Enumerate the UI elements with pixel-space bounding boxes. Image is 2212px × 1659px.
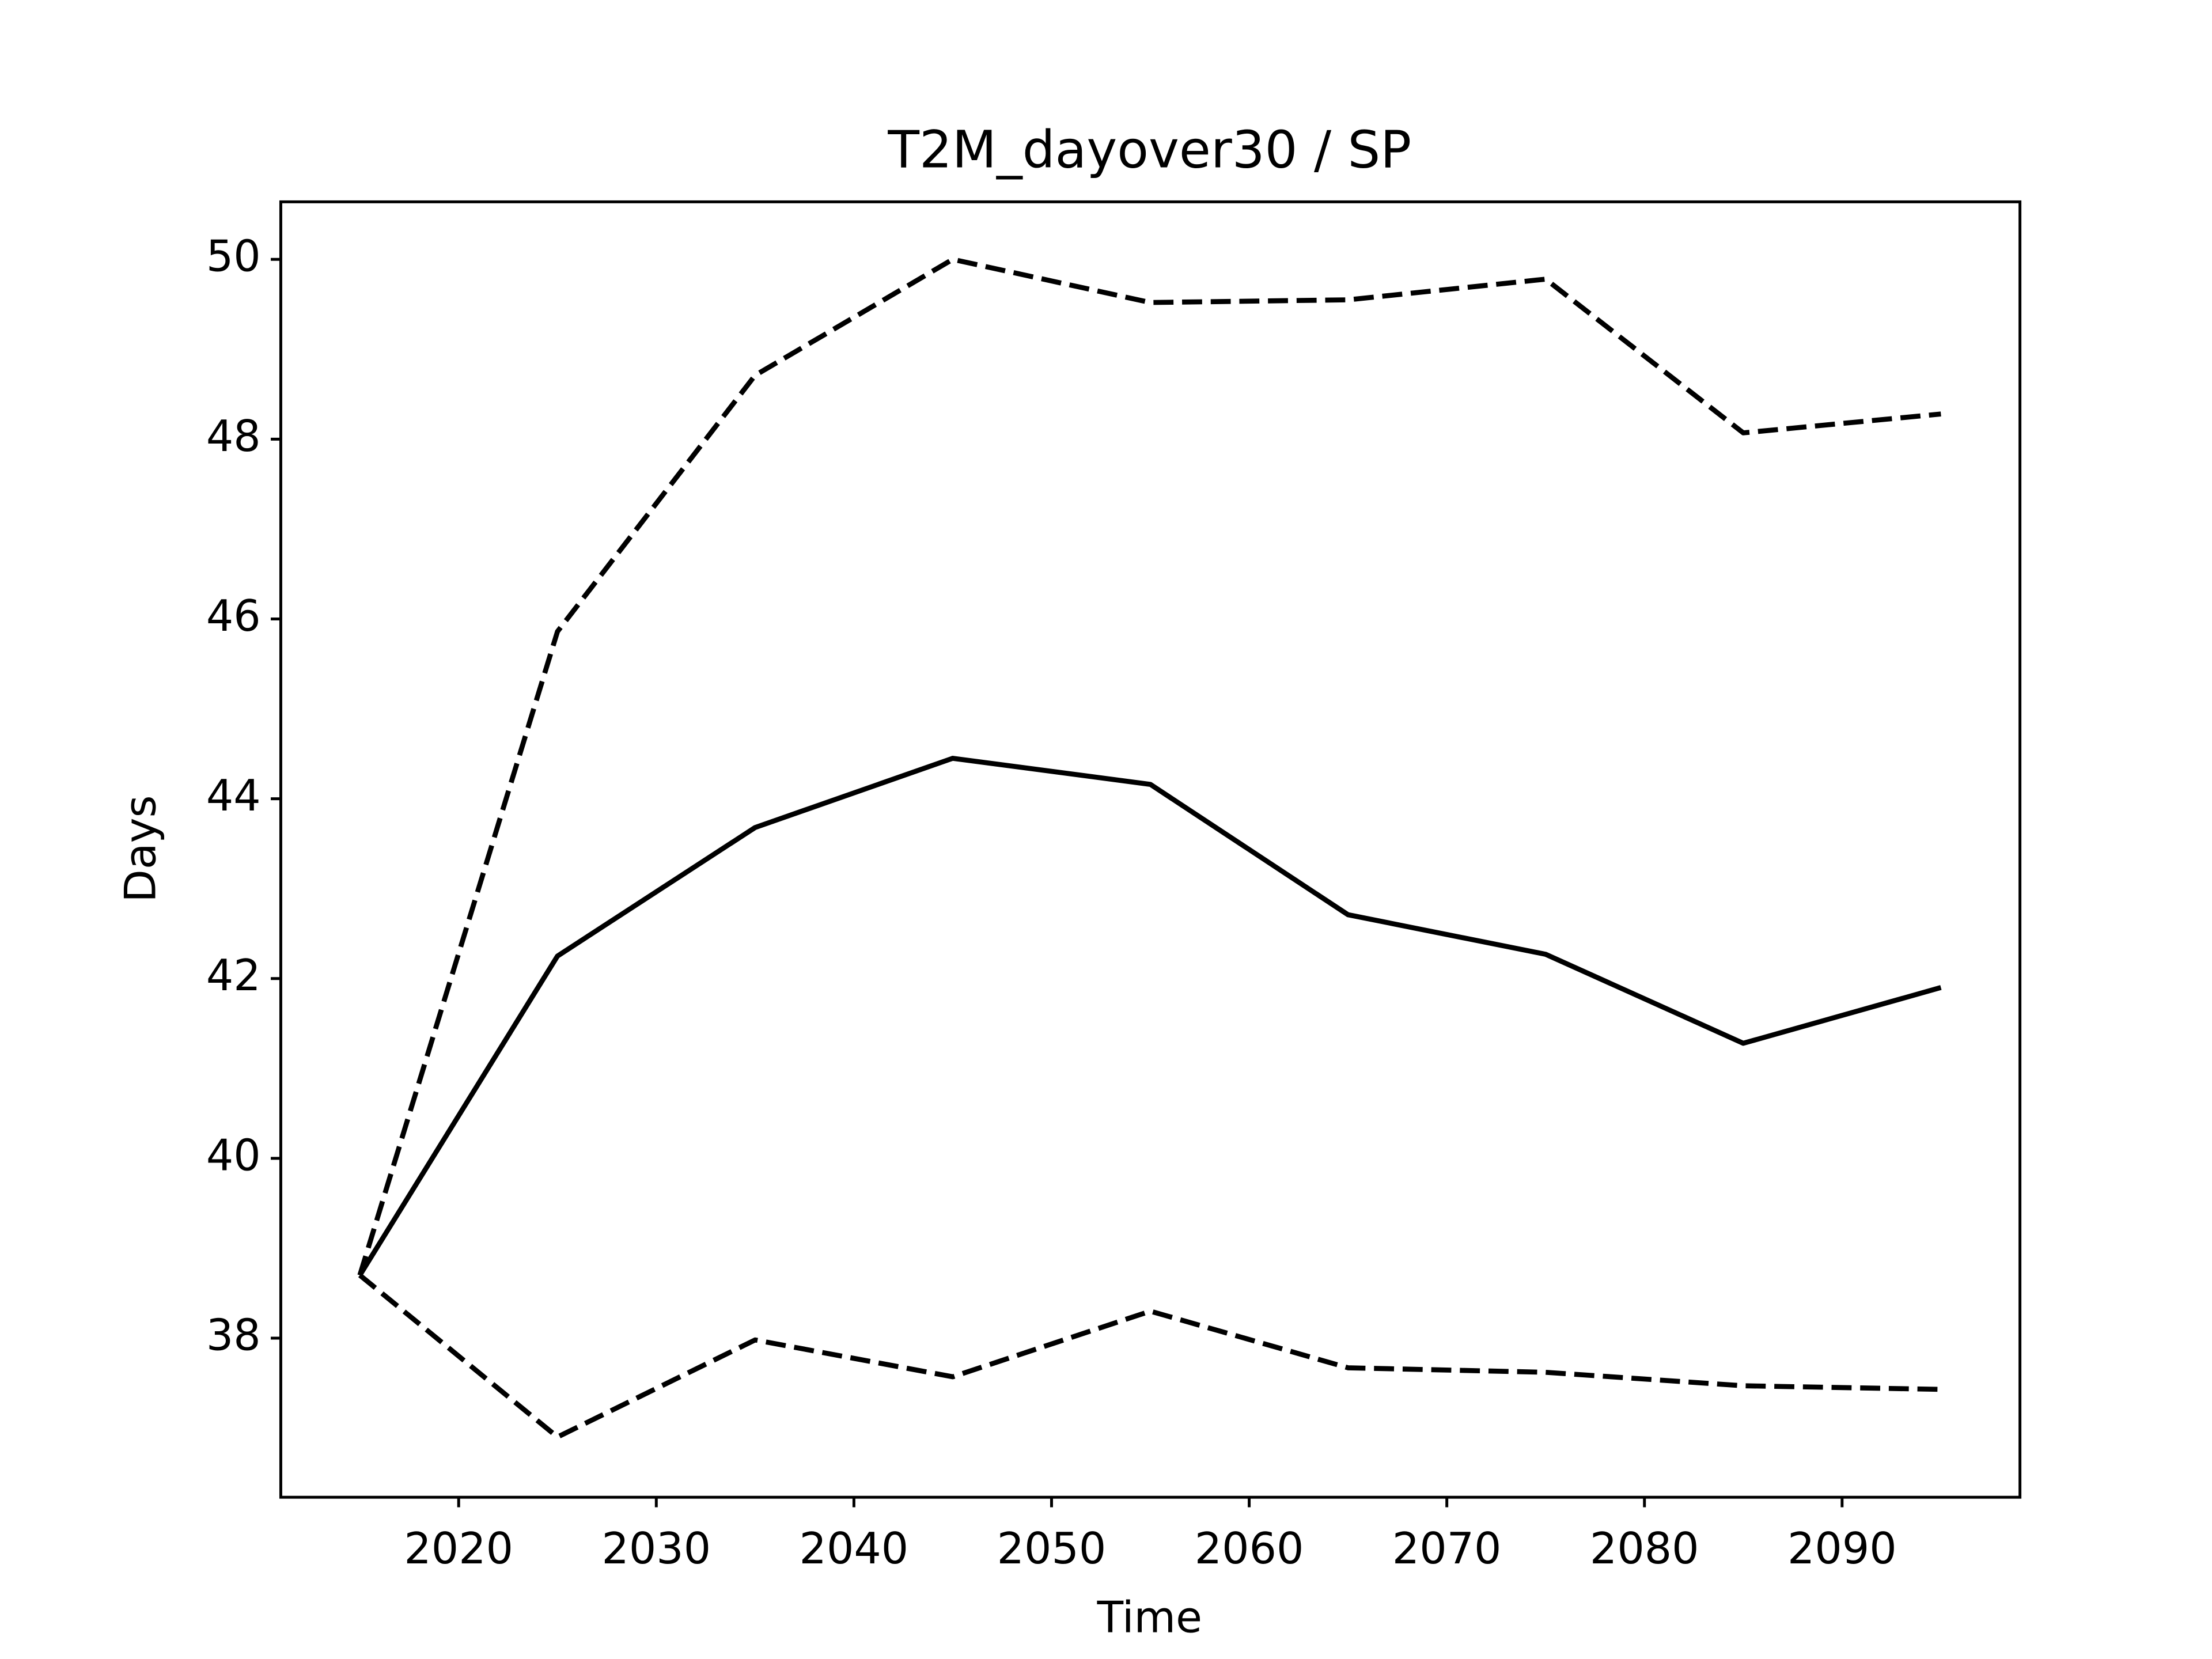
y-tick-label: 44 [206,771,261,821]
y-tick-label: 48 [206,411,261,461]
series-line [358,1273,1941,1440]
x-axis-label: Time [1097,1592,1202,1642]
plot-frame [279,200,2022,1499]
y-tick-label: 38 [206,1310,261,1360]
x-tick-label: 2060 [1195,1524,1304,1574]
x-tick-label: 2030 [601,1524,711,1574]
x-tick-label: 2050 [997,1524,1107,1574]
x-tick-label: 2070 [1392,1524,1502,1574]
chart-title: T2M_dayover30 / SP [887,120,1411,180]
x-tick-label: 2040 [800,1524,909,1574]
x-tick-label: 2090 [1787,1524,1897,1574]
x-tick-label: 2020 [404,1524,513,1574]
y-tick-label: 46 [206,591,261,641]
y-tick-label: 42 [206,950,261,1001]
y-tick-label: 40 [206,1130,261,1180]
y-axis-label: Days [115,796,165,903]
series-line [357,256,1941,1277]
series-line [357,756,1942,1277]
y-tick-label: 50 [206,232,261,282]
x-tick-label: 2080 [1590,1524,1699,1574]
